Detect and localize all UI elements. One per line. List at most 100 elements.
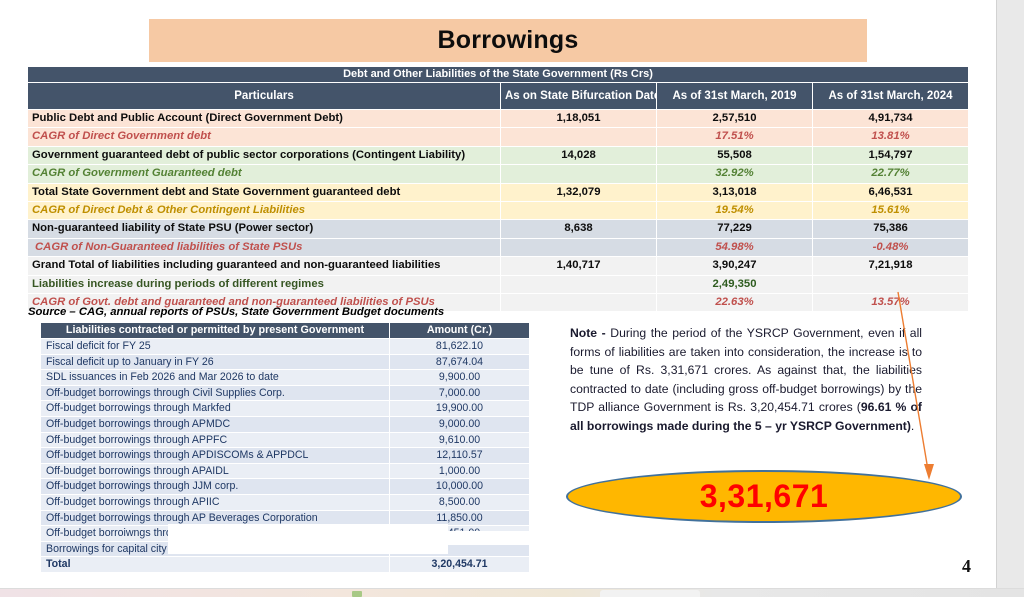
list-item: Off-budget borrowings through JJM corp. 1… [40,478,530,495]
liability-description: Off-budget borrowings through APMDC [40,415,390,433]
list-item: Off-budget borrowings through APPFC 9,610… [40,431,530,449]
row-value-bifurcation [500,201,657,221]
list-item: Off-budget borrowings through Civil Supp… [40,384,530,402]
sub-col-description: Liabilities contracted or permitted by p… [40,322,390,339]
list-item: Fiscal deficit for FY 25 81,622.10 [40,338,530,355]
sub-col-amount: Amount (Cr.) [389,322,530,339]
table-row: CAGR of Direct Debt & Other Contingent L… [27,201,970,221]
total-amount: 3,20,454.71 [389,556,530,573]
highlight-callout-ellipse: 3,31,671 [566,470,962,523]
liability-amount: 8,500.00 [389,493,530,511]
liability-description: Off-budget borrowings through APDISCOMs … [40,447,390,464]
row-label: CAGR of Direct Debt & Other Contingent L… [27,201,501,221]
row-value-bifurcation [500,127,657,147]
row-label: Total State Government debt and State Go… [27,182,501,203]
sub-table-header: Liabilities contracted or permitted by p… [40,322,530,339]
liability-amount: 87,674.04 [389,353,530,371]
table-row: Government guaranteed debt of public sec… [27,145,970,166]
note-paragraph: Note - During the period of the YSRCP Go… [570,324,922,436]
liability-description: Off-budget borrowings through APIIC [40,493,390,511]
source-note: Source – CAG, annual reports of PSUs, St… [28,306,445,318]
row-value-y2019: 17.51% [656,127,813,147]
row-value-y2024: 75,386 [811,219,970,239]
note-body-3: . [910,418,915,433]
row-value-y2024: 3,31,671 [811,274,970,295]
row-value-y2024: 7,21,918 [811,256,970,276]
liability-description: Fiscal deficit for FY 25 [40,338,390,355]
row-value-y2019: 19.54% [656,201,813,221]
row-label: CAGR of Government Guaranteed debt [27,164,501,184]
liability-amount: 1,000.00 [389,462,530,480]
row-value-bifurcation [500,274,657,295]
connector-arrow [897,291,934,480]
row-value-y2024: 1,54,797 [811,145,970,166]
liability-amount: 7,000.00 [389,384,530,402]
table-row: CAGR of Direct Government debt 17.51% 13.8… [27,127,970,147]
row-value-bifurcation: 1,18,051 [500,108,657,129]
table-row: Liabilities increase during periods of d… [27,274,970,295]
col-particulars: Particulars [27,82,501,110]
row-label: Grand Total of liabilities including gua… [27,256,501,276]
row-value-bifurcation: 1,40,717 [500,256,657,276]
liability-amount: 10,000.00 [389,478,530,495]
table-row: Non-guaranteed liability of State PSU (P… [27,219,970,239]
col-march-2019: As of 31st March, 2019 [656,82,813,110]
page-number: 4 [962,556,971,576]
row-value-y2019: 3,13,018 [656,182,813,203]
row-label: Public Debt and Public Account (Direct G… [27,108,501,129]
taskbar-icon-1[interactable] [352,591,362,597]
row-label: Non-guaranteed liability of State PSU (P… [27,219,501,239]
row-value-y2019: 32.92% [656,164,813,184]
table-column-header: Particulars As on State Bifurcation Date… [27,82,970,110]
row-value-y2019: 55,508 [656,145,813,166]
liability-description: SDL issuances in Feb 2026 and Mar 2026 t… [40,369,390,386]
list-item: Off-budget borrowings through APIIC 8,500… [40,493,530,511]
note-body-1: During the period of the YSRCP Governmen… [570,326,922,415]
row-value-y2024: 22.77% [811,164,970,184]
liability-amount: 12,110.57 [389,447,530,464]
row-value-bifurcation: 1,32,079 [500,182,657,203]
taskbar[interactable] [0,588,1024,597]
col-bifurcation-date: As on State Bifurcation Date [500,82,657,110]
table-band-title: Debt and Other Liabilities of the State … [26,66,970,83]
row-value-y2019: 2,57,510 [656,108,813,129]
liability-amount: 81,622.10 [389,338,530,355]
liability-amount: 9,610.00 [389,431,530,449]
row-value-y2024: -0.48% [811,237,970,258]
liability-amount: 19,900.00 [389,400,530,417]
row-value-bifurcation [500,164,657,184]
title-banner [149,19,867,62]
total-row: Total 3,20,454.71 [40,556,530,573]
debt-liabilities-table: Debt and Other Liabilities of the State … [26,66,970,313]
row-value-y2024: 13.57% [811,293,970,313]
table-row: CAGR of Govt. debt and guaranteed and no… [27,293,970,313]
total-label: Total [40,556,390,573]
table-row: Grand Total of liabilities including gua… [27,256,970,276]
overlay-white-block-2 [448,531,532,545]
row-label: CAGR of Govt. debt and guaranteed and no… [27,293,501,313]
note-bold-2: 96.61 % of all borrowings made during th… [570,400,922,433]
table-row: CAGR of Government Guaranteed debt 32.92%… [27,164,970,184]
row-value-bifurcation [500,237,657,258]
liability-description: Fiscal deficit up to January in FY 26 [40,353,390,371]
overlay-white-block [168,524,448,554]
row-value-y2024: 13.81% [811,127,970,147]
list-item: Off-budget borrowings through Markfed 19,… [40,400,530,417]
row-value-y2019: 2,49,350 [656,274,813,295]
row-label: Liabilities increase during periods of d… [27,274,501,295]
table-row: CAGR of Non-Guaranteed liabilities of St… [27,237,970,258]
taskbar-window-pill[interactable] [600,590,700,597]
liability-amount: 9,900.00 [389,369,530,386]
row-value-y2019: 77,229 [656,219,813,239]
page-title: Borrowings [437,26,579,54]
table-row: Public Debt and Public Account (Direct G… [27,108,970,129]
liability-description: Off-budget borrowings through Markfed [40,400,390,417]
row-value-bifurcation [500,293,657,313]
row-value-y2024: 15.61% [811,201,970,221]
list-item: SDL issuances in Feb 2026 and Mar 2026 t… [40,369,530,386]
liability-description: Off-budget borrowings through APPFC [40,431,390,449]
row-label: Government guaranteed debt of public sec… [27,145,501,166]
row-label: CAGR of Direct Government debt [27,127,501,147]
col-march-2024: As of 31st March, 2024 [811,82,970,110]
row-value-bifurcation: 14,028 [500,145,657,166]
